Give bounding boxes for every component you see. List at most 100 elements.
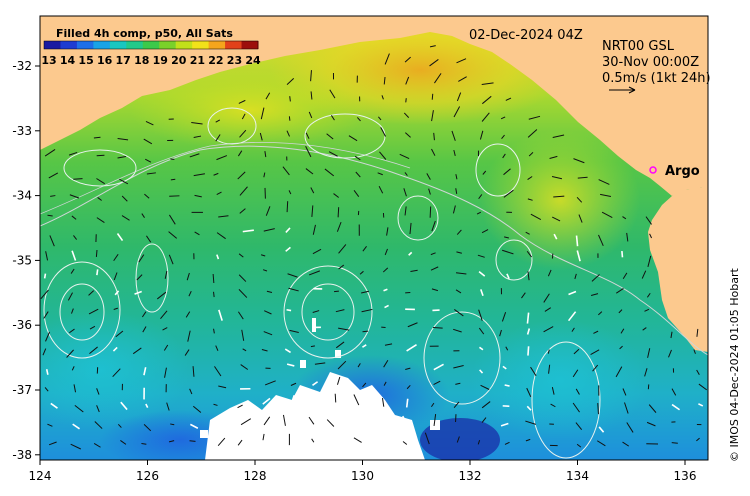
product-label: NRT00 GSL bbox=[602, 39, 675, 54]
current-vector bbox=[453, 401, 460, 408]
current-vector bbox=[188, 290, 192, 297]
current-vector bbox=[479, 369, 484, 374]
current-vector bbox=[481, 401, 491, 409]
current-vector bbox=[622, 388, 627, 396]
current-vector bbox=[572, 402, 580, 413]
current-vector bbox=[644, 308, 650, 312]
current-vector bbox=[499, 329, 502, 337]
current-vector bbox=[119, 178, 129, 185]
current-vector bbox=[453, 328, 462, 333]
current-vector bbox=[381, 397, 385, 407]
current-vector bbox=[96, 405, 100, 413]
current-vector bbox=[309, 394, 314, 404]
current-vector bbox=[622, 272, 628, 279]
current-vector bbox=[44, 387, 49, 392]
current-vector bbox=[215, 134, 221, 142]
current-vector bbox=[216, 191, 222, 195]
current-vector bbox=[113, 253, 119, 262]
current-vector bbox=[335, 341, 345, 349]
colorbar-tick-label: 16 bbox=[97, 54, 113, 67]
current-vector bbox=[407, 322, 418, 328]
current-vector bbox=[575, 388, 580, 395]
current-vector bbox=[263, 331, 273, 336]
current-vector bbox=[551, 216, 561, 222]
current-vector bbox=[242, 348, 247, 352]
y-tick-label: -33 bbox=[12, 124, 32, 138]
analysis-time-label: 30-Nov 00:00Z bbox=[602, 55, 699, 70]
current-vector bbox=[553, 233, 558, 240]
current-vector bbox=[189, 153, 200, 158]
current-vector bbox=[120, 401, 128, 411]
current-vector bbox=[642, 327, 647, 331]
current-vector bbox=[214, 366, 222, 377]
current-vector bbox=[431, 288, 439, 292]
current-vector bbox=[284, 348, 292, 354]
current-vector bbox=[143, 424, 152, 432]
current-vector bbox=[646, 421, 656, 427]
current-vector bbox=[383, 359, 389, 368]
current-vector bbox=[381, 95, 384, 100]
y-axis: -32 -33 -34 -35 -36 -37 -38 bbox=[12, 59, 40, 462]
current-vector bbox=[94, 421, 103, 429]
current-vector bbox=[482, 95, 492, 105]
current-vector bbox=[328, 151, 338, 157]
current-vector bbox=[191, 122, 203, 125]
colorbar-cell bbox=[208, 41, 226, 49]
current-vector bbox=[648, 404, 657, 413]
current-vector bbox=[575, 235, 579, 247]
current-vector bbox=[136, 274, 143, 281]
colorbar-cell bbox=[44, 41, 61, 49]
colorbar-cell bbox=[93, 41, 111, 49]
current-vector bbox=[671, 388, 677, 396]
current-vector bbox=[215, 119, 221, 123]
cool-water-patch-east bbox=[470, 320, 650, 440]
current-vector bbox=[212, 273, 215, 284]
current-vector bbox=[481, 417, 487, 423]
current-vector bbox=[333, 193, 340, 198]
current-vector bbox=[310, 187, 315, 194]
colorbar-tick-label: 23 bbox=[227, 54, 242, 67]
current-vector bbox=[527, 198, 533, 201]
colorbar-tick-label: 18 bbox=[134, 54, 149, 67]
current-vector bbox=[645, 216, 652, 225]
colorbar-cell bbox=[225, 41, 243, 49]
current-vector bbox=[112, 346, 118, 352]
current-vector bbox=[96, 154, 105, 157]
current-vector bbox=[217, 437, 226, 446]
current-vector bbox=[480, 289, 484, 297]
current-vector bbox=[353, 394, 360, 406]
current-vector bbox=[362, 344, 367, 348]
current-vector bbox=[380, 418, 384, 424]
current-vector bbox=[527, 346, 530, 356]
current-vector bbox=[527, 271, 530, 281]
x-axis: 124 126 128 130 132 134 136 bbox=[29, 460, 696, 483]
current-vector bbox=[324, 168, 335, 177]
current-vector bbox=[543, 293, 550, 303]
current-vector bbox=[453, 149, 456, 157]
current-vector bbox=[402, 441, 408, 445]
current-vector bbox=[526, 250, 533, 258]
current-vector bbox=[408, 251, 413, 256]
current-vector bbox=[168, 440, 175, 443]
current-vector bbox=[671, 403, 681, 411]
colorbar-labels: 13 14 15 16 17 18 19 20 21 22 23 24 bbox=[41, 54, 261, 67]
current-vector bbox=[572, 369, 579, 378]
current-vector bbox=[549, 155, 558, 160]
current-vector bbox=[481, 229, 489, 234]
current-vector bbox=[160, 310, 168, 320]
current-vector bbox=[575, 422, 583, 430]
current-vector bbox=[89, 346, 98, 355]
current-vector bbox=[45, 369, 49, 375]
current-vector bbox=[525, 231, 530, 235]
x-tick-label: 130 bbox=[351, 469, 374, 483]
current-vector bbox=[305, 132, 310, 139]
current-vector bbox=[696, 369, 700, 375]
current-vector bbox=[286, 363, 295, 367]
current-vector bbox=[431, 220, 436, 232]
current-vector bbox=[261, 349, 268, 352]
current-vector bbox=[95, 249, 98, 257]
current-vector bbox=[326, 133, 334, 140]
current-vector bbox=[361, 308, 373, 313]
current-vector bbox=[433, 132, 435, 141]
current-vector bbox=[329, 89, 336, 99]
